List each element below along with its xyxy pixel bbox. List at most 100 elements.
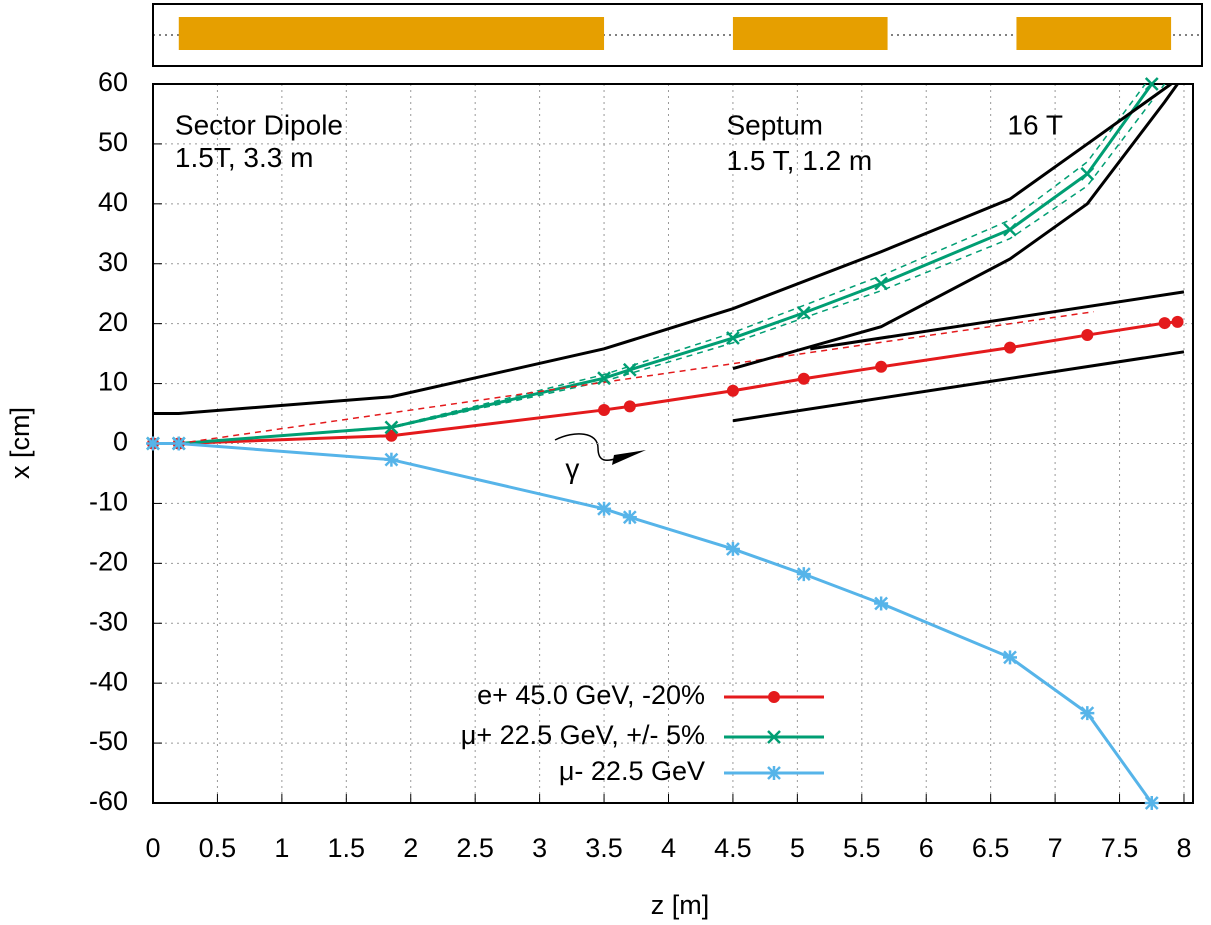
marker-stroke	[597, 371, 611, 386]
legend-label: μ- 22.5 GeV	[559, 756, 705, 786]
marker	[767, 730, 781, 744]
marker	[1080, 166, 1095, 181]
marker	[384, 452, 399, 467]
dashed-line	[178, 84, 1146, 445]
y-tick-label: 50	[98, 127, 128, 157]
marker	[384, 420, 399, 435]
marker	[726, 331, 740, 345]
marker	[1081, 329, 1094, 342]
x-tick-label: 4	[661, 833, 676, 863]
marker	[1080, 706, 1095, 721]
marker	[874, 596, 889, 611]
y-tick-label: -60	[89, 786, 128, 816]
marker	[1004, 341, 1017, 354]
marker-stroke	[1003, 222, 1017, 237]
y-axis-title: x [cm]	[5, 407, 35, 479]
marker-dot	[598, 403, 611, 416]
marker-stroke	[384, 420, 399, 435]
y-tick-label: -20	[89, 546, 128, 576]
marker	[597, 501, 612, 516]
marker-dot	[1171, 315, 1184, 328]
marker	[171, 436, 186, 451]
annotation: 1.5T, 3.3 m	[175, 142, 314, 173]
x-tick-label: 3	[532, 833, 547, 863]
marker	[726, 384, 739, 397]
marker-dot	[1004, 341, 1017, 354]
marker-dot	[385, 429, 398, 442]
marker-stroke	[1144, 77, 1159, 91]
marker-dot	[726, 384, 739, 397]
x-axis-title: z [m]	[651, 890, 710, 920]
x-tick-label: 0	[145, 833, 160, 863]
x-tick-label: 1.5	[328, 833, 366, 863]
marker-dot	[875, 360, 888, 373]
marker-dot	[623, 400, 636, 413]
x-tick-label: 6.5	[972, 833, 1010, 863]
marker-stroke	[622, 362, 637, 377]
y-tick-label: 40	[98, 187, 128, 217]
x-tick-label: 4.5	[714, 833, 752, 863]
annotation: Sector Dipole	[175, 110, 343, 141]
annotation: 16 T	[1007, 110, 1063, 141]
x-tick-label: 5	[790, 833, 805, 863]
marker-dot	[1158, 317, 1171, 330]
y-tick-label: 10	[98, 367, 128, 397]
marker	[1144, 77, 1159, 91]
x-tick-label: 1	[274, 833, 289, 863]
marker	[768, 691, 780, 703]
marker	[1003, 222, 1017, 237]
annotation: Septum	[726, 110, 823, 141]
series-line	[732, 350, 1185, 423]
marker	[1158, 317, 1171, 330]
marker-dot	[797, 372, 810, 385]
y-tick-label: 0	[113, 427, 128, 457]
dashed-line	[178, 310, 1094, 445]
marker	[797, 372, 810, 385]
x-tick-label: 3.5	[585, 833, 623, 863]
series-line	[810, 290, 1185, 351]
marker-stroke	[1080, 166, 1095, 181]
marker	[385, 429, 398, 442]
y-tick-label: -40	[89, 666, 128, 696]
marker	[796, 567, 811, 582]
marker	[623, 400, 636, 413]
legend-label: e+ 45.0 GeV, -20%	[477, 680, 705, 710]
marker	[1003, 650, 1018, 665]
series-line	[153, 320, 1178, 445]
y-tick-label: -30	[89, 606, 128, 636]
marker-stroke	[874, 276, 889, 291]
marker-dot	[1081, 329, 1094, 342]
marker	[622, 510, 637, 525]
x-tick-label: 7	[1048, 833, 1063, 863]
marker	[874, 276, 889, 291]
legend-label: μ+ 22.5 GeV, +/- 5%	[461, 720, 705, 750]
marker	[875, 360, 888, 373]
magnet	[178, 17, 605, 50]
x-tick-label: 2	[403, 833, 418, 863]
annotation: γ	[565, 453, 579, 484]
series-line	[732, 84, 1179, 371]
photon-arrowhead	[612, 450, 646, 465]
marker	[622, 362, 637, 377]
series-line	[153, 84, 1172, 416]
marker	[146, 436, 160, 451]
marker	[1171, 315, 1184, 328]
photon-arrow	[554, 433, 619, 462]
marker-dot	[768, 691, 780, 703]
x-tick-label: 7.5	[1101, 833, 1139, 863]
y-tick-label: 20	[98, 307, 128, 337]
x-tick-label: 5.5	[843, 833, 881, 863]
x-tick-label: 0.5	[199, 833, 237, 863]
marker-stroke	[767, 730, 781, 744]
marker	[598, 403, 611, 416]
marker	[725, 541, 740, 556]
marker-stroke	[796, 305, 811, 320]
y-tick-label: -10	[89, 487, 128, 517]
marker-stroke	[726, 331, 740, 345]
x-tick-label: 8	[1176, 833, 1191, 863]
y-tick-label: -50	[89, 726, 128, 756]
marker	[767, 766, 781, 780]
x-tick-label: 6	[919, 833, 934, 863]
